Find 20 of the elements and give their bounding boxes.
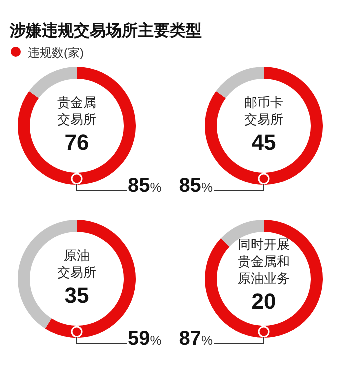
text: 76	[64, 130, 90, 155]
legend: 违规数(家)	[11, 46, 84, 60]
text: 交易所	[58, 112, 96, 127]
text: 原油	[64, 248, 90, 263]
text: 交易所	[244, 112, 284, 127]
text: 贵金属	[58, 95, 96, 110]
text: 同时开展	[238, 237, 290, 252]
text: 邮币卡	[244, 95, 284, 110]
legend-label: 违规数(家)	[28, 46, 84, 60]
text: 交易所	[58, 265, 96, 280]
data-label: 87%	[179, 328, 214, 350]
text: 35	[64, 283, 90, 308]
text: 贵金属和	[238, 254, 290, 269]
data-label: 59%	[128, 328, 162, 350]
data-label: 85%	[179, 175, 214, 197]
text: 20	[252, 289, 276, 314]
text: 原油业务	[238, 271, 290, 286]
data-label: 85%	[128, 175, 162, 197]
chart-title: 涉嫌违规交易场所主要类型	[9, 21, 202, 40]
text: 45	[252, 130, 276, 155]
